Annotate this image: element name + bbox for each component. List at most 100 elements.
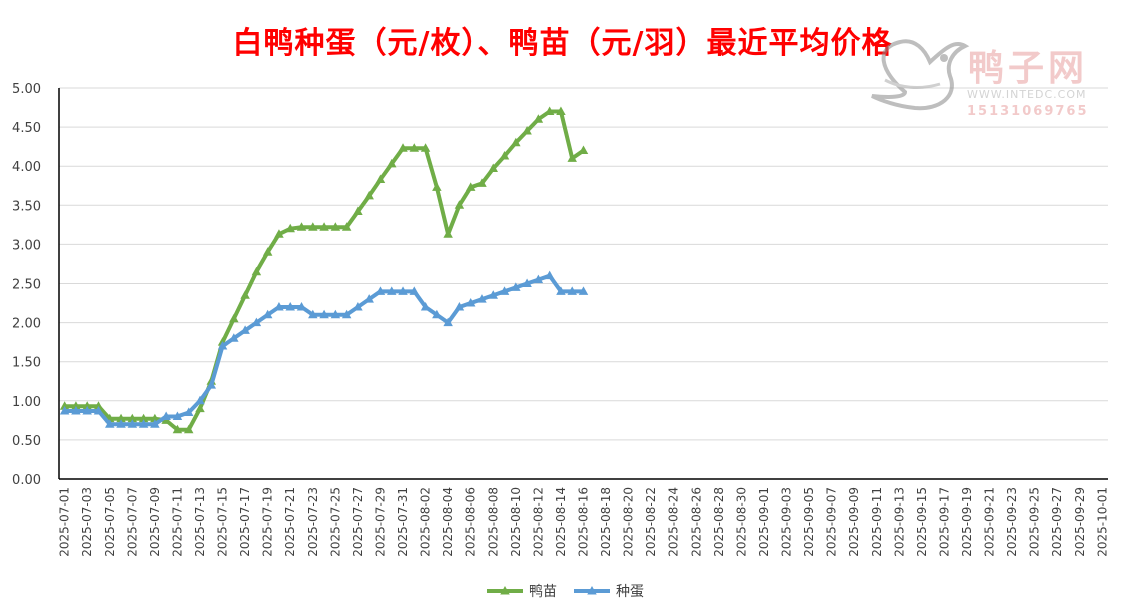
data-point	[308, 309, 318, 319]
data-point	[319, 222, 329, 231]
data-point	[556, 106, 566, 115]
x-tick-label: 2025-07-13	[193, 487, 207, 557]
data-point	[59, 401, 70, 410]
legend-label: 种蛋	[616, 584, 644, 600]
data-point	[477, 294, 487, 303]
data-point	[71, 405, 81, 415]
legend-marker	[587, 586, 597, 595]
data-point	[105, 419, 115, 428]
data-point	[150, 419, 160, 428]
x-tick-label: 2025-09-21	[983, 487, 997, 557]
data-point	[511, 282, 521, 291]
data-point	[138, 413, 149, 423]
data-point	[477, 178, 487, 187]
data-point	[488, 163, 499, 173]
x-tick-label: 2025-07-17	[238, 487, 252, 557]
data-point	[274, 229, 284, 238]
data-point	[138, 419, 149, 428]
grid-lines	[59, 87, 1108, 441]
x-tick-label: 2025-08-16	[577, 487, 591, 557]
data-point	[544, 270, 555, 280]
data-point	[229, 333, 239, 342]
legend-marker	[500, 586, 510, 595]
x-tick-label: 2025-07-09	[148, 487, 162, 557]
data-point	[296, 222, 307, 231]
data-point	[82, 401, 92, 410]
data-point	[499, 286, 510, 295]
data-point	[511, 137, 521, 147]
data-point	[319, 309, 329, 319]
data-point	[161, 411, 171, 420]
y-tick-label: 2.50	[12, 278, 41, 293]
x-tick-label: 2025-07-23	[306, 487, 320, 557]
x-tick-label: 2025-07-15	[216, 487, 230, 557]
data-point	[195, 403, 205, 413]
data-point	[71, 401, 81, 410]
duck-logo-icon	[871, 39, 970, 111]
x-tick-label: 2025-09-09	[847, 487, 861, 557]
y-tick-label: 2.00	[12, 317, 41, 332]
data-point	[533, 274, 544, 284]
y-tick-label: 4.00	[12, 160, 41, 175]
data-point	[127, 413, 138, 423]
data-point	[353, 206, 363, 216]
x-tick-label: 2025-09-23	[1005, 487, 1019, 557]
watermark-url: WWW.INTEDC.COM	[967, 88, 1086, 101]
x-tick-label: 2025-08-04	[441, 487, 455, 557]
data-point	[386, 158, 397, 168]
x-tick-label: 2025-08-20	[622, 487, 636, 557]
x-axis-ticks: 2025-07-01 2025-07-03 2025-07-05 2025-07-07…	[58, 487, 1110, 557]
data-point	[556, 286, 566, 295]
x-tick-label: 2025-07-25	[328, 487, 342, 557]
x-tick-label: 2025-07-27	[351, 487, 365, 557]
x-tick-label: 2025-08-30	[734, 487, 748, 557]
data-point	[375, 174, 386, 183]
x-tick-label: 2025-09-15	[915, 487, 929, 557]
data-point	[127, 419, 138, 428]
data-point	[240, 325, 250, 334]
data-point	[578, 286, 589, 295]
x-tick-label: 2025-07-31	[396, 487, 410, 557]
x-tick-label: 2025-08-24	[667, 487, 681, 557]
x-tick-label: 2025-07-11	[170, 487, 184, 557]
x-tick-label: 2025-09-27	[1050, 487, 1064, 557]
legend-item: 种蛋	[574, 584, 644, 600]
x-tick-label: 2025-07-29	[373, 487, 387, 557]
data-point	[341, 222, 352, 231]
data-point	[522, 126, 532, 135]
watermark-brand: 鸭子网	[968, 47, 1088, 89]
x-tick-label: 2025-08-14	[554, 487, 568, 557]
data-point	[420, 143, 431, 152]
axes	[58, 88, 1108, 480]
y-tick-label: 3.00	[12, 238, 41, 253]
data-point	[274, 301, 284, 311]
data-point	[251, 317, 262, 327]
data-point	[82, 405, 92, 415]
x-tick-label: 2025-08-10	[509, 487, 523, 557]
data-point	[172, 424, 183, 434]
y-tick-label: 3.50	[12, 199, 41, 214]
x-tick-label: 2025-07-05	[103, 487, 117, 557]
data-point	[567, 286, 577, 295]
x-tick-label: 2025-08-02	[419, 487, 433, 557]
data-point	[285, 301, 295, 311]
data-point	[296, 301, 307, 311]
x-tick-label: 2025-09-19	[960, 487, 974, 557]
data-point	[499, 151, 510, 160]
data-point	[465, 182, 476, 191]
data-point	[533, 114, 544, 123]
data-point	[262, 247, 273, 256]
data-point	[93, 401, 104, 410]
data-point	[183, 407, 194, 417]
series-line	[62, 273, 586, 427]
data-point	[59, 405, 70, 415]
data-point	[217, 341, 228, 350]
x-tick-label: 2025-07-07	[125, 487, 139, 557]
data-point	[488, 290, 499, 299]
watermark: 鸭子网 WWW.INTEDC.COM 15131069765	[871, 39, 1088, 119]
data-point	[353, 301, 363, 311]
x-tick-label: 2025-08-18	[599, 487, 613, 557]
data-point	[206, 380, 217, 389]
x-tick-label: 2025-07-01	[58, 487, 72, 557]
